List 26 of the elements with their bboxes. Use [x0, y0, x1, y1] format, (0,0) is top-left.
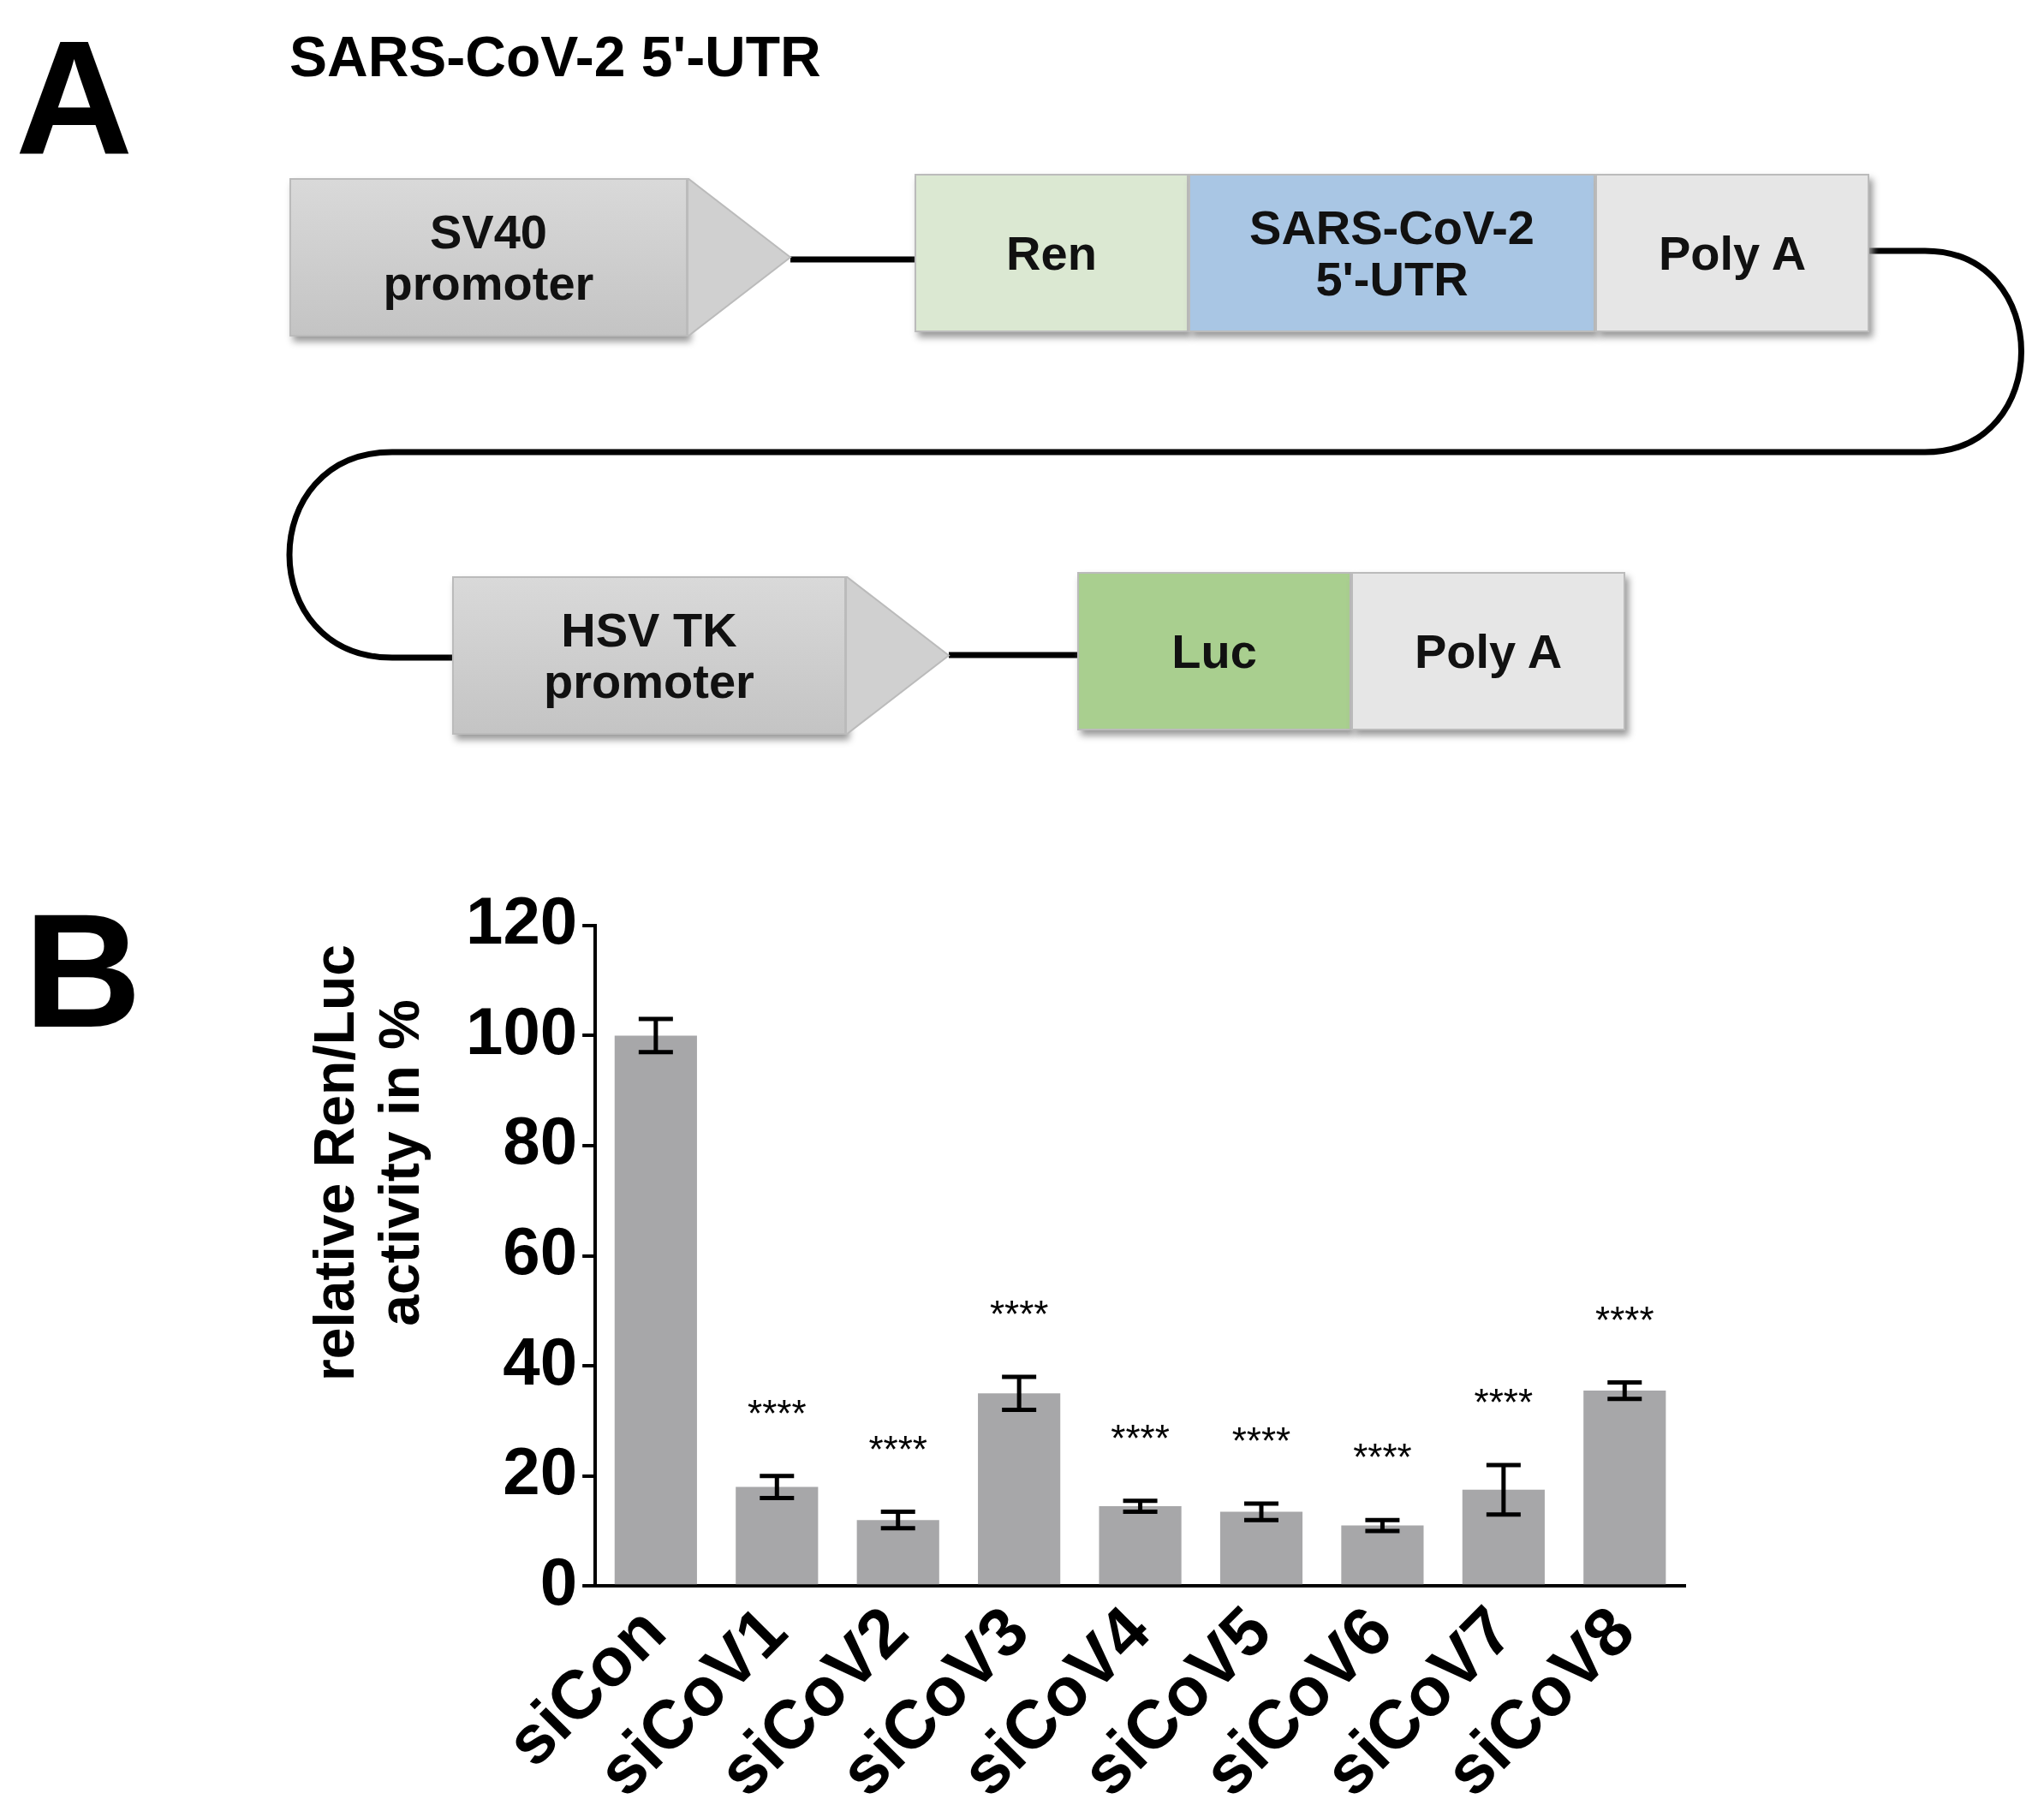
- annotation: ****: [989, 1293, 1049, 1336]
- y-tick-label: 60: [503, 1213, 578, 1290]
- text: A: [15, 6, 134, 188]
- annotation: ****: [868, 1427, 927, 1470]
- text: SARS-CoV-2 5'-UTR: [289, 24, 821, 89]
- construct-block: Poly A: [1595, 174, 1869, 332]
- annotation: ****: [1231, 1420, 1291, 1462]
- y-tick-label: 20: [503, 1433, 578, 1510]
- y-tick-label: 120: [466, 883, 578, 959]
- annotation: ****: [1353, 1436, 1412, 1479]
- annotation: ****: [748, 1391, 807, 1434]
- construct-block: Ren: [915, 174, 1189, 332]
- y-tick-label: 100: [466, 992, 578, 1069]
- annotation: ****: [1474, 1381, 1534, 1424]
- annotation: ****: [1111, 1416, 1170, 1459]
- annotation: ****: [1595, 1298, 1654, 1341]
- construct-block: SV40 promoter: [289, 178, 688, 337]
- text: B: [24, 879, 142, 1061]
- y-tick-label: 40: [503, 1323, 578, 1399]
- construct-block: SARS-CoV-2 5'-UTR: [1189, 174, 1595, 332]
- y-axis-title: relative Ren/Luc activity in %: [301, 944, 432, 1383]
- y-tick-label: 0: [539, 1543, 578, 1619]
- construct-block: Poly A: [1351, 572, 1625, 730]
- construct-block: Luc: [1077, 572, 1351, 730]
- y-tick-label: 80: [503, 1103, 578, 1179]
- construct-block: HSV TK promoter: [452, 576, 846, 735]
